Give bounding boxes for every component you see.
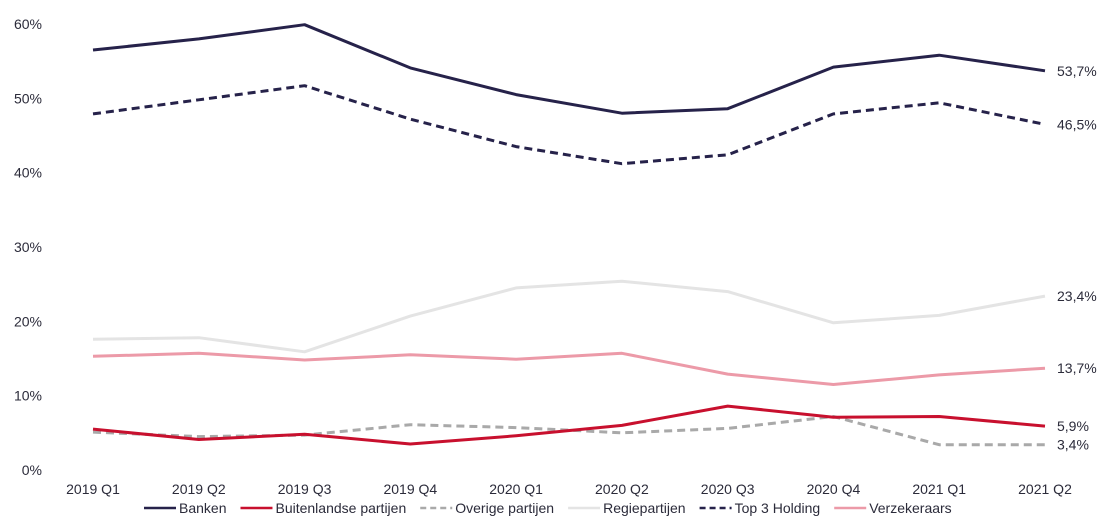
legend-item: Top 3 Holding bbox=[699, 500, 821, 516]
x-axis: 2019 Q1 2019 Q2 2019 Q3 2019 Q4 2020 Q1 2020 … bbox=[66, 481, 1072, 497]
legend-label: Top 3 Holding bbox=[735, 500, 821, 516]
x-tick-label: 2019 Q2 bbox=[172, 481, 226, 497]
y-axis: 0% 10% 20% 30% 40% 50% 60% bbox=[14, 16, 42, 478]
end-value-label: 3,4% bbox=[1057, 437, 1089, 453]
end-value-label: 46,5% bbox=[1057, 116, 1097, 132]
y-tick-label: 30% bbox=[14, 239, 42, 255]
x-tick-label: 2021 Q1 bbox=[912, 481, 966, 497]
legend-item: Buitenlandse partijen bbox=[240, 500, 406, 516]
legend-label: Verzekeraars bbox=[869, 500, 951, 516]
end-labels: 53,7% 5,9% 3,4% 23,4% 46,5% 13,7% bbox=[1057, 63, 1097, 453]
legend-label: Regiepartijen bbox=[603, 500, 686, 516]
x-tick-label: 2021 Q2 bbox=[1018, 481, 1072, 497]
series-layer bbox=[92, 23, 1046, 447]
y-tick-label: 0% bbox=[22, 462, 42, 478]
legend: Banken Buitenlandse partijen Overige parti… bbox=[144, 500, 952, 516]
x-tick-label: 2019 Q1 bbox=[66, 481, 120, 497]
x-tick-label: 2020 Q1 bbox=[489, 481, 543, 497]
series-line-top-3-holding bbox=[92, 84, 1046, 166]
y-tick-label: 50% bbox=[14, 90, 42, 106]
legend-item: Banken bbox=[144, 500, 226, 516]
x-tick-label: 2019 Q4 bbox=[383, 481, 437, 497]
series-line-verzekeraars bbox=[92, 351, 1046, 386]
legend-item: Verzekeraars bbox=[834, 500, 952, 516]
legend-label: Banken bbox=[179, 500, 226, 516]
y-tick-label: 40% bbox=[14, 165, 42, 181]
end-value-label: 23,4% bbox=[1057, 288, 1097, 304]
x-tick-label: 2020 Q2 bbox=[595, 481, 649, 497]
y-tick-label: 10% bbox=[14, 388, 42, 404]
legend-item: Regiepartijen bbox=[568, 500, 686, 516]
x-tick-label: 2019 Q3 bbox=[278, 481, 332, 497]
y-tick-label: 60% bbox=[14, 16, 42, 32]
series-line-regiepartijen bbox=[92, 279, 1046, 354]
end-value-label: 53,7% bbox=[1057, 63, 1097, 79]
legend-label: Buitenlandse partijen bbox=[275, 500, 406, 516]
x-tick-label: 2020 Q4 bbox=[807, 481, 861, 497]
y-tick-label: 20% bbox=[14, 313, 42, 329]
x-tick-label: 2020 Q3 bbox=[701, 481, 755, 497]
end-value-label: 13,7% bbox=[1057, 360, 1097, 376]
end-value-label: 5,9% bbox=[1057, 418, 1089, 434]
series-line-buitenlandse-partijen bbox=[92, 404, 1046, 446]
legend-item: Overige partijen bbox=[420, 500, 554, 516]
legend-label: Overige partijen bbox=[455, 500, 554, 516]
series-line-banken bbox=[92, 23, 1046, 115]
